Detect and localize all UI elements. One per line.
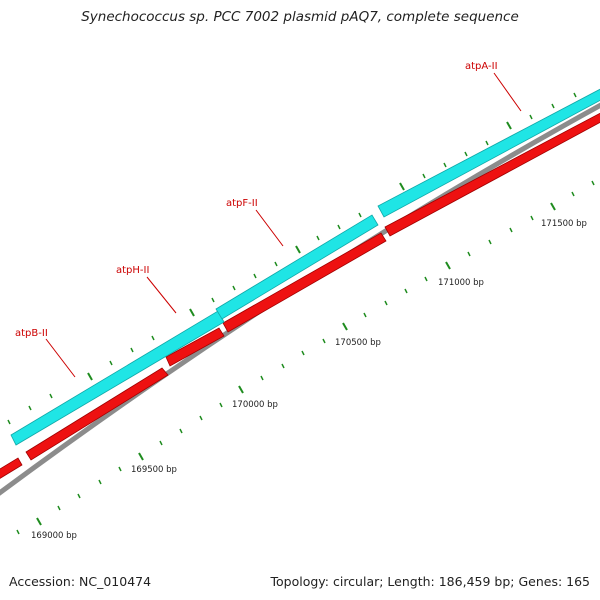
ruler-labels: 169000 bp 169500 bp 170000 bp 170500 bp …: [31, 219, 587, 541]
upper-tick: [274, 261, 278, 267]
lower-tick: [445, 261, 451, 270]
lower-tick: [509, 227, 513, 233]
lower-tick: [219, 402, 223, 408]
gene-label-atpB: atpB-II: [15, 328, 48, 339]
reverse-gene-1: [0, 457, 23, 479]
ruler-label-171000: 171000 bp: [438, 278, 484, 288]
ruler-label-171500: 171500 bp: [541, 219, 587, 229]
ruler-label-169000: 169000 bp: [31, 531, 77, 541]
lower-tick: [571, 191, 575, 197]
forward-genes: [10, 88, 600, 446]
forward-gene-3: [377, 88, 600, 218]
lower-tick: [77, 493, 81, 499]
reverse-gene-2: [25, 367, 169, 461]
lower-tick: [281, 363, 285, 369]
accession-text: Accession: NC_010474: [9, 574, 152, 589]
upper-tick: [443, 162, 447, 168]
label-leaders: [45, 72, 522, 378]
reverse-genes: [0, 112, 600, 479]
lower-tick: [16, 529, 20, 535]
lower-tick: [488, 239, 492, 245]
upper-tick: [399, 182, 405, 191]
upper-tick: [253, 273, 257, 279]
upper-tick: [506, 121, 512, 130]
upper-tick: [295, 245, 301, 254]
lower-tick: [467, 251, 471, 257]
backbone-line: [0, 102, 600, 496]
upper-ticks: [7, 92, 577, 425]
upper-tick: [464, 151, 468, 157]
upper-tick: [130, 347, 134, 353]
summary-text: Topology: circular; Length: 186,459 bp; …: [270, 574, 591, 589]
reverse-gene-3: [165, 327, 225, 367]
gene-label-atpF: atpF-II: [226, 198, 258, 209]
lower-tick: [363, 312, 367, 318]
leader-atpB: [45, 338, 76, 378]
lower-tick: [322, 338, 326, 344]
gene-label-atpA: atpA-II: [465, 61, 498, 72]
map-title: Synechococcus sp. PCC 7002 plasmid pAQ7,…: [81, 9, 519, 25]
upper-tick: [211, 297, 215, 303]
leader-atpH: [146, 276, 177, 314]
ruler-label-170500: 170500 bp: [335, 338, 381, 348]
lower-ticks: [16, 180, 595, 535]
lower-tick: [530, 215, 534, 221]
lower-tick: [159, 440, 163, 446]
upper-tick: [7, 419, 11, 425]
lower-tick: [98, 479, 102, 485]
upper-tick: [189, 308, 195, 317]
lower-tick: [550, 202, 556, 211]
upper-tick: [87, 372, 93, 381]
lower-tick: [404, 288, 408, 294]
lower-tick: [301, 350, 305, 356]
lower-tick: [118, 466, 122, 472]
leader-atpA: [493, 72, 522, 112]
gene-labels: atpB-II atpH-II atpF-II atpA-II: [15, 61, 498, 339]
ruler-label-169500: 169500 bp: [131, 465, 177, 475]
lower-tick: [260, 375, 264, 381]
lower-tick: [591, 180, 595, 186]
upper-tick: [529, 114, 533, 120]
lower-tick: [238, 385, 244, 394]
lower-tick: [57, 505, 61, 511]
lower-tick: [342, 322, 348, 331]
upper-tick: [551, 103, 555, 109]
gene-label-atpH: atpH-II: [116, 265, 149, 276]
upper-tick: [358, 212, 362, 218]
ruler-label-170000: 170000 bp: [232, 400, 278, 410]
upper-tick: [109, 360, 113, 366]
upper-tick: [337, 224, 341, 230]
lower-tick: [199, 415, 203, 421]
upper-tick: [573, 92, 577, 98]
reverse-gene-5: [384, 112, 600, 237]
upper-tick: [316, 235, 320, 241]
lower-tick: [36, 517, 42, 526]
lower-tick: [179, 428, 183, 434]
upper-tick: [485, 140, 489, 146]
upper-tick: [151, 335, 155, 341]
upper-tick: [422, 173, 426, 179]
lower-tick: [424, 276, 428, 282]
reverse-gene-4: [222, 232, 387, 333]
forward-gene-2: [215, 214, 379, 320]
lower-tick: [384, 300, 388, 306]
upper-tick: [28, 405, 32, 411]
leader-atpF: [255, 209, 284, 247]
upper-tick: [232, 285, 236, 291]
forward-gene-1: [10, 310, 225, 446]
upper-tick: [49, 393, 53, 399]
lower-tick: [138, 452, 144, 461]
